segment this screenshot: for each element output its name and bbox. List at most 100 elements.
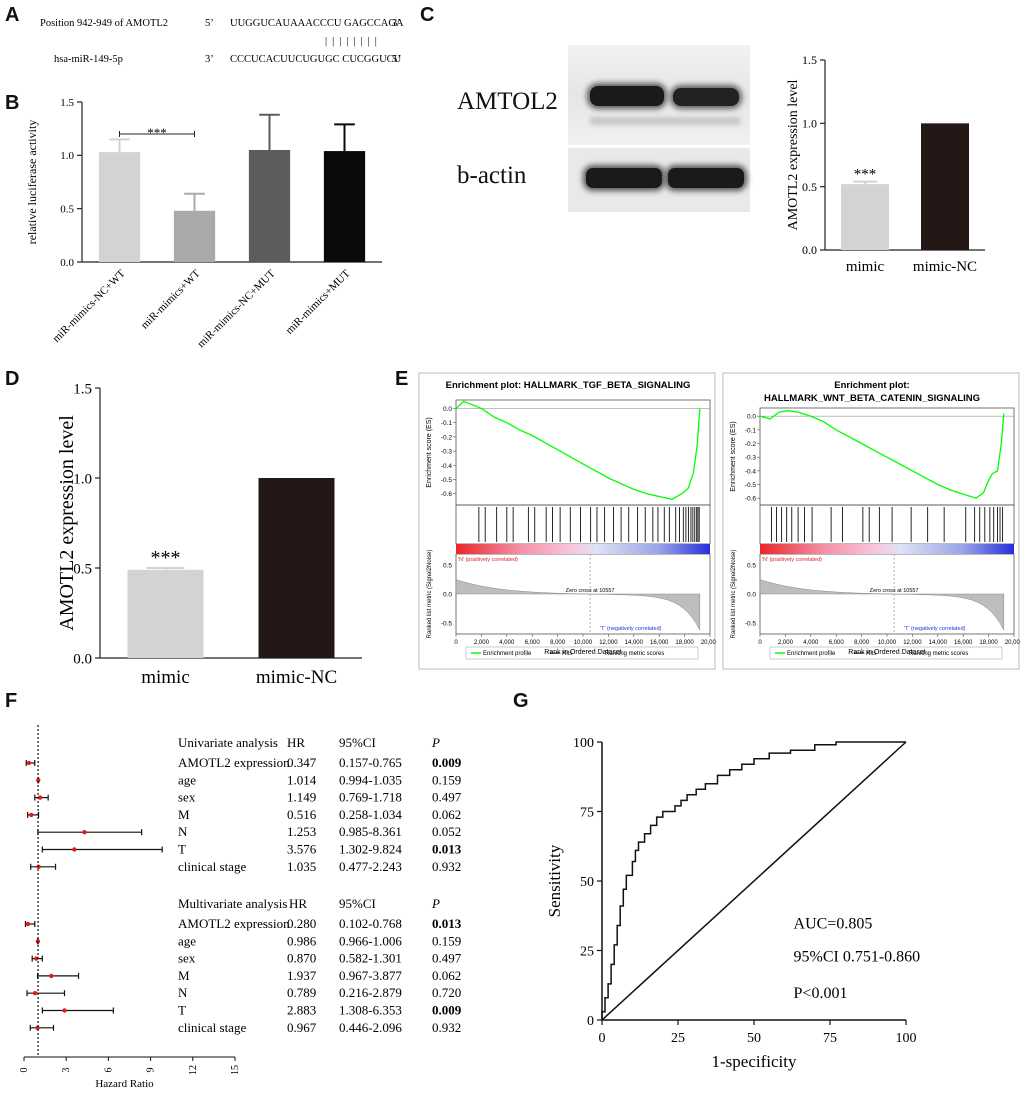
y-tick-label: 0.0 — [802, 243, 817, 257]
band-mimic-amotl2 — [590, 86, 664, 106]
row-ci: 0.967-3.877 — [339, 968, 402, 983]
row-hr: 1.937 — [287, 968, 317, 983]
row-hr: 1.014 — [287, 772, 317, 787]
category-label: mimic-NC — [256, 667, 337, 688]
row-label: age — [178, 933, 196, 948]
row-hr: 0.986 — [287, 933, 317, 948]
row-label: age — [178, 772, 196, 787]
row-ci: 0.157-0.765 — [339, 755, 402, 770]
row-ci: 0.994-1.035 — [339, 772, 402, 787]
zero-cross-label: Zero cross at 10557 — [566, 588, 615, 594]
seq-pairs: |||||||| — [325, 36, 382, 47]
y-tick-label: 75 — [580, 806, 594, 821]
x-tick-label: 20,000 — [701, 640, 716, 646]
x-tick-label: 18,000 — [675, 640, 694, 646]
seq-top-seq: UUGGUCAUAAACCCU GAGCCAGA — [230, 18, 404, 29]
es-tick-label: 0.0 — [443, 406, 452, 413]
plot-frame — [418, 372, 716, 670]
seq-top-label: Position 942-949 of AMOTL2 — [40, 18, 168, 29]
row-label: T — [178, 1003, 186, 1018]
hr-point — [34, 956, 39, 961]
header-ci: 95%CI — [339, 896, 376, 911]
header-univariate: Univariate analysis — [178, 735, 278, 750]
header-p: P — [431, 735, 440, 750]
hazard-ratio-forest-plot: Univariate analysis HR 95%CI P Multivariate … — [19, 725, 462, 1090]
bar — [98, 152, 141, 262]
legend-metric: Ranking metric scores — [909, 651, 968, 657]
row-p: 0.009 — [432, 755, 462, 770]
metric-tick-label: -0.5 — [745, 620, 757, 627]
panel-label-e: E — [395, 368, 409, 390]
y-axis-label: relative luciferase activity — [25, 120, 39, 245]
header-p: P — [431, 896, 440, 911]
x-tick-label: 14,000 — [625, 640, 644, 646]
x-tick-label: 2,000 — [778, 640, 794, 646]
y-tick-label: 0.0 — [73, 651, 92, 667]
y-tick-label: 0.5 — [60, 204, 74, 216]
x-tick-label: 75 — [823, 1031, 837, 1046]
legend-box — [465, 646, 699, 660]
x-tick-label: 12 — [188, 1065, 199, 1075]
blot-image-bactin — [568, 148, 750, 212]
panel-label-a: A — [5, 4, 20, 26]
y-tick-label: 0.5 — [802, 180, 817, 194]
positive-label: 'N' (positively correlated) — [762, 557, 822, 563]
western-blot: AMTOL2 b-actin — [445, 40, 765, 215]
es-tick-label: -0.4 — [441, 463, 453, 470]
bar — [173, 210, 216, 262]
x-tick-label: 25 — [671, 1031, 685, 1046]
seq-top-five: 5’ — [205, 18, 214, 29]
row-label: T — [178, 842, 186, 857]
x-axis-label: Hazard Ratio — [95, 1078, 154, 1090]
y-tick-label: 0.0 — [60, 257, 74, 269]
y-tick-label: 25 — [580, 945, 594, 960]
es-tick-label: -0.1 — [745, 427, 757, 434]
row-p: 0.159 — [432, 772, 461, 787]
ranking-metric-area — [759, 579, 1005, 631]
x-tick-label: 3 — [61, 1068, 72, 1073]
metric-tick-label: 0.5 — [747, 563, 756, 570]
plot-title-line2: HALLMARK_WNT_BETA_CATENIN_SIGNALING — [764, 393, 980, 404]
row-label: M — [178, 968, 190, 983]
row-label: sex — [178, 790, 196, 805]
diagonal-reference-line — [601, 741, 907, 1021]
amotl2-expression-bar-chart-d: 0.0 0.5 1.0 1.5 AMOTL2 expression level mimic… — [56, 381, 362, 688]
seq-bottom-three: 3’ — [205, 54, 214, 65]
row-p: 0.013 — [432, 916, 462, 931]
row-p: 0.062 — [432, 807, 461, 822]
x-tick-label: 10,000 — [574, 640, 593, 646]
row-p: 0.720 — [432, 985, 461, 1000]
y-tick-label: 1.0 — [802, 117, 817, 131]
hr-point — [35, 1025, 40, 1030]
row-hr: 3.576 — [287, 842, 317, 857]
row-hr: 0.789 — [287, 985, 316, 1000]
es-tick-label: -0.3 — [441, 449, 453, 456]
row-hr: 1.035 — [287, 859, 316, 874]
x-tick-label: 10,000 — [878, 640, 897, 646]
x-tick-label: 8,000 — [550, 640, 566, 646]
row-p: 0.497 — [432, 951, 462, 966]
es-tick-label: -0.2 — [441, 434, 453, 441]
auc-p-label: P<0.001 — [794, 985, 848, 1002]
header-hr: HR — [287, 735, 305, 750]
auc-label: AUC=0.805 — [794, 915, 873, 932]
y-tick-label: 1.5 — [60, 97, 74, 109]
positive-label: 'N' (positively correlated) — [458, 557, 518, 563]
plot-title: Enrichment plot: — [834, 380, 909, 391]
y-tick-label: 0 — [587, 1014, 594, 1029]
roc-curve: 0 25 50 75 100 0 25 50 75 100 1-specificity Sensiti… — [545, 736, 920, 1071]
x-tick-label: 4,000 — [803, 640, 819, 646]
band-faint — [590, 117, 740, 125]
plot-frame — [722, 372, 1020, 670]
enrichment-profile-line — [759, 410, 1005, 499]
row-ci: 0.966-1.006 — [339, 933, 402, 948]
hr-point — [49, 973, 54, 979]
auc-ci-label: 95%CI 0.751-0.860 — [794, 949, 920, 966]
legend-hits: Hits — [562, 651, 572, 657]
x-tick-label: 16,000 — [650, 640, 669, 646]
x-tick-label: 8,000 — [854, 640, 870, 646]
x-tick-label: 2,000 — [474, 640, 490, 646]
y-tick-label: 1.5 — [73, 381, 92, 397]
es-tick-label: -0.6 — [745, 496, 757, 503]
row-hr: 0.967 — [287, 1020, 317, 1035]
